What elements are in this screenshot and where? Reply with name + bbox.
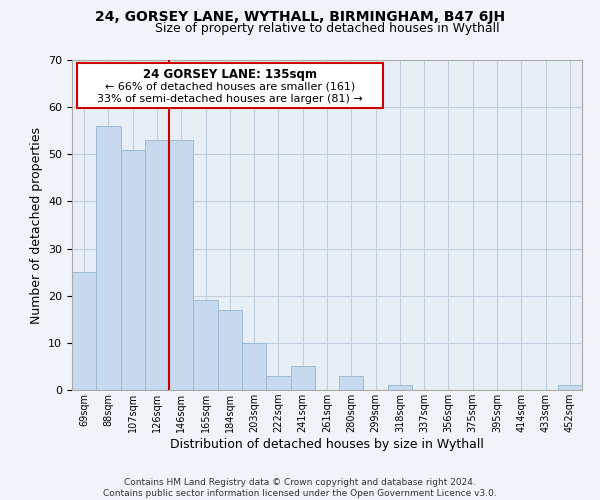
- Bar: [558, 386, 582, 390]
- Bar: [218, 310, 242, 390]
- Text: 33% of semi-detached houses are larger (81) →: 33% of semi-detached houses are larger (…: [97, 94, 363, 104]
- Bar: [242, 343, 266, 390]
- Y-axis label: Number of detached properties: Number of detached properties: [29, 126, 43, 324]
- Text: Contains HM Land Registry data © Crown copyright and database right 2024.
Contai: Contains HM Land Registry data © Crown c…: [103, 478, 497, 498]
- Text: 24 GORSEY LANE: 135sqm: 24 GORSEY LANE: 135sqm: [143, 68, 317, 81]
- FancyBboxPatch shape: [77, 64, 383, 108]
- Bar: [193, 300, 218, 390]
- Title: Size of property relative to detached houses in Wythall: Size of property relative to detached ho…: [155, 22, 499, 35]
- Bar: [388, 386, 412, 390]
- Bar: [266, 376, 290, 390]
- Bar: [72, 272, 96, 390]
- Text: 24, GORSEY LANE, WYTHALL, BIRMINGHAM, B47 6JH: 24, GORSEY LANE, WYTHALL, BIRMINGHAM, B4…: [95, 10, 505, 24]
- Bar: [290, 366, 315, 390]
- Bar: [339, 376, 364, 390]
- X-axis label: Distribution of detached houses by size in Wythall: Distribution of detached houses by size …: [170, 438, 484, 451]
- Text: ← 66% of detached houses are smaller (161): ← 66% of detached houses are smaller (16…: [105, 82, 355, 92]
- Bar: [121, 150, 145, 390]
- Bar: [169, 140, 193, 390]
- Bar: [96, 126, 121, 390]
- Bar: [145, 140, 169, 390]
